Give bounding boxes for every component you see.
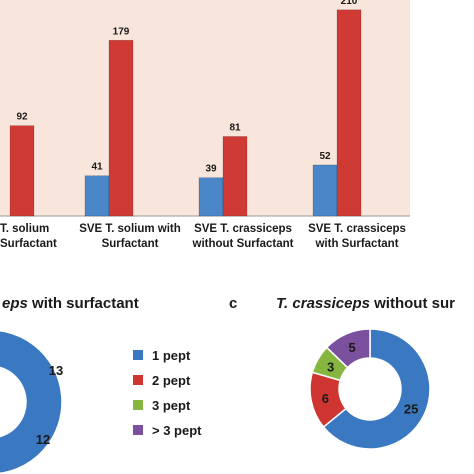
bar-value-label-1-0: 41 [91,162,103,173]
category-label-2-line-0: SVE T. crassiceps [194,223,292,235]
bar-value-label-3-0: 52 [319,151,331,162]
category-label-0-line-1: Surfactant [0,238,57,250]
donut-b-label-2pept: 12 [36,432,50,447]
legend-label-2: 3 pept [152,398,191,413]
bar-value-label-2-1: 81 [229,122,241,133]
bar-value-label-1-1: 179 [113,26,130,37]
category-label-1-line-0: SVE T. solium with [79,223,181,235]
donut-charts: eps with surfactant c T. crassiceps with… [0,295,455,474]
donut-b-slice-1pept [0,329,63,474]
category-label-1-line-1: Surfactant [102,238,159,250]
bar-value-label-0-1: 92 [16,112,28,123]
donut-b-title: eps with surfactant [2,295,139,312]
panel-letter-c: c [229,295,237,312]
bar-2-series-0 [198,177,224,217]
bar-1-series-1 [108,39,134,217]
donut-b-title-suffix: with surfactant [28,295,139,312]
bar-3-series-0 [312,164,338,217]
donut-b-label-1pept: 13 [49,363,63,378]
donut-c-slice-label-0: 25 [404,402,418,417]
donut-c-title-italic: T. crassiceps [276,295,370,312]
category-label-3-line-0: SVE T. crassiceps [308,223,406,235]
donut-c-slice-3 [325,328,371,369]
donut-b-title-italic: eps [2,295,28,312]
legend-swatch-3 [133,425,143,435]
category-label-0-line-0: T. solium [0,223,49,235]
category-label-3-line-1: with Surfactant [314,238,398,250]
legend-swatch-1 [133,375,143,385]
donut-c-slice-0 [322,328,431,450]
donut-c-slice-label-1: 6 [322,391,329,406]
legend-swatch-0 [133,350,143,360]
bar-0-series-1 [9,125,35,217]
category-label-2-line-1: without Surfactant [192,238,294,250]
bar-2-series-1 [222,136,248,217]
legend-swatch-2 [133,400,143,410]
legend-label-3: > 3 pept [152,423,202,438]
bar-1-series-0 [84,175,110,217]
legend-label-1: 2 pept [152,373,191,388]
bar-3-series-1 [336,9,362,217]
bar-value-label-3-1: 210 [341,0,358,7]
donut-c-title: T. crassiceps without sur [276,295,455,312]
donut-c-title-suffix: without sur [370,295,455,312]
bar-value-label-2-0: 39 [205,164,217,175]
legend-label-0: 1 pept [152,348,191,363]
donut-c-slice-label-2: 3 [327,359,334,374]
bar-chart: 92 41 179 39 81 52 210 T. solium Surfactant SVE … [0,0,410,250]
donut-c-slice-label-3: 5 [349,340,356,355]
